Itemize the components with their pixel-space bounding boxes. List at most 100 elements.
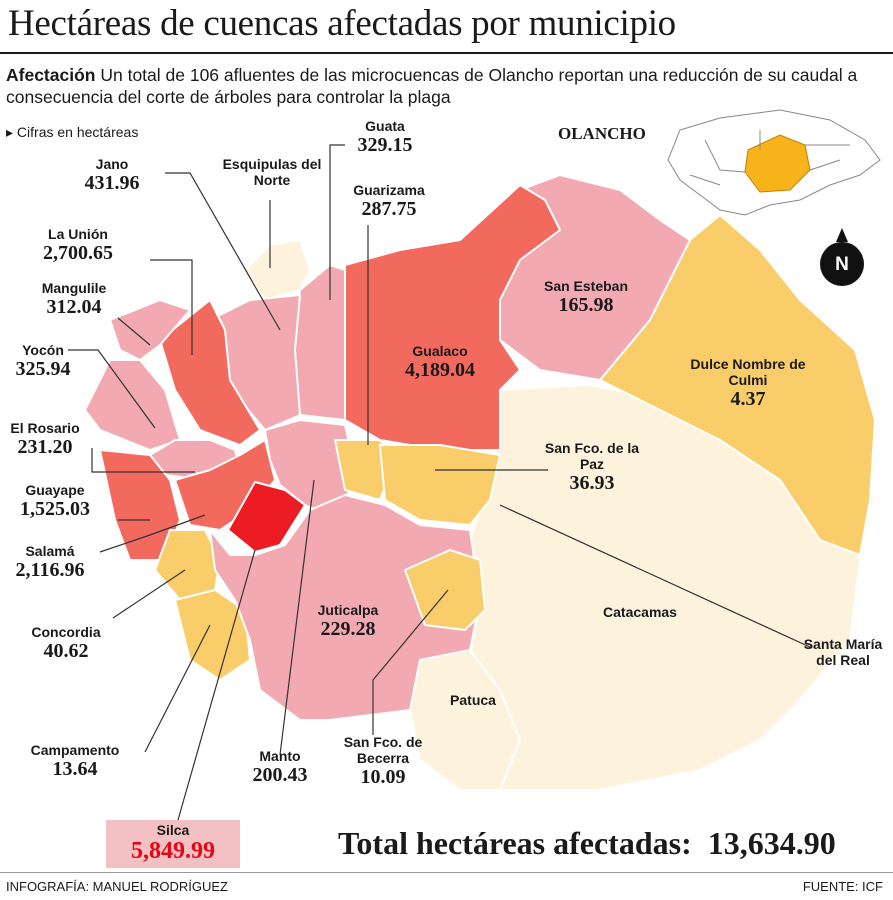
municipality-name: Manto xyxy=(259,748,301,764)
municipality-name: El Rosario xyxy=(10,420,80,436)
municipality-name: Juticalpa xyxy=(317,602,379,618)
municipality-value: 329.15 xyxy=(357,134,413,157)
municipality-value: 231.20 xyxy=(17,436,73,459)
municipality-value: 229.28 xyxy=(320,618,376,641)
region-juticalpa xyxy=(209,494,481,721)
region-yocon xyxy=(84,359,181,451)
municipality-value: 40.62 xyxy=(43,640,89,663)
title-divider xyxy=(0,52,893,54)
intro-text: Afectación Un total de 106 afluentes de … xyxy=(6,64,866,108)
label-juticalpa: Juticalpa 229.28 xyxy=(290,602,406,641)
label-esquipulas: Esquipulas del Norte xyxy=(222,156,322,188)
label-santa-maria: Santa María del Real xyxy=(800,636,886,668)
total-value: 13,634.90 xyxy=(707,825,836,861)
inset-olancho xyxy=(744,134,811,193)
inset-map xyxy=(667,109,881,216)
leader-becerra xyxy=(372,589,449,735)
municipality-name: San Fco. de la Paz xyxy=(544,440,640,473)
label-manto: Manto 200.43 xyxy=(225,748,335,787)
units-note: ▸ Cifras en hectáreas xyxy=(6,124,139,140)
label-el-rosario: El Rosario 231.20 xyxy=(0,420,90,459)
municipality-name: Esquipulas del Norte xyxy=(222,156,322,189)
municipality-name: Santa María del Real xyxy=(803,636,883,669)
north-arrow-icon: N xyxy=(820,242,864,286)
municipality-value: 4.37 xyxy=(730,388,766,411)
leader-la-union xyxy=(150,259,193,355)
municipality-value: 13.64 xyxy=(52,758,98,781)
leader-jano xyxy=(165,172,281,331)
total-line: Total hectáreas afectadas: 13,634.90 xyxy=(338,825,836,862)
municipality-value: 165.98 xyxy=(558,294,614,317)
units-note-text: Cifras en hectáreas xyxy=(16,124,139,140)
municipality-value: 2,116.96 xyxy=(15,559,85,582)
silca-highlight xyxy=(106,820,240,868)
municipality-value: 287.75 xyxy=(361,198,417,221)
municipality-name: Mangulile xyxy=(41,280,107,296)
label-gualaco: Gualaco 4,189.04 xyxy=(380,343,500,382)
municipality-value: 4,189.04 xyxy=(405,359,475,382)
municipality-name: Yocón xyxy=(22,342,64,358)
leader-campamento xyxy=(144,624,211,753)
label-catacamas: Catacamas xyxy=(585,604,695,620)
municipality-name: Jano xyxy=(95,156,129,172)
municipality-name: San Fco. de Becerra xyxy=(343,734,423,767)
municipality-name: Campamento xyxy=(30,742,120,758)
label-la-union: La Unión 2,700.65 xyxy=(18,226,138,265)
municipality-name: Guarizama xyxy=(353,182,425,198)
region-mangulile xyxy=(109,299,191,361)
municipality-value: 312.04 xyxy=(46,296,102,319)
label-salama: Salamá 2,116.96 xyxy=(0,543,100,582)
municipality-value: 36.93 xyxy=(569,472,615,495)
region-la-union xyxy=(159,299,261,446)
intro-body: Un total de 106 afluentes de las microcu… xyxy=(6,65,858,107)
leader-concordia xyxy=(112,569,186,619)
municipality-name: Patuca xyxy=(450,692,496,708)
source-text: FUENTE: ICF xyxy=(802,879,883,894)
municipality-name: Guata xyxy=(365,118,405,134)
municipality-name: Catacamas xyxy=(603,604,677,620)
label-guata: Guata 329.15 xyxy=(330,118,440,157)
department-label: OLANCHO xyxy=(558,124,646,143)
municipality-value: 1,525.03 xyxy=(20,498,90,521)
footer-divider xyxy=(0,872,893,873)
label-guarizama: Guarizama 287.75 xyxy=(330,182,448,221)
municipality-name: Dulce Nombre de Culmi xyxy=(690,356,806,389)
leader-silca xyxy=(177,549,256,821)
municipality-value: 5,849.99 xyxy=(131,838,215,865)
label-patuca: Patuca xyxy=(430,692,516,708)
municipality-name: La Unión xyxy=(48,226,108,242)
label-san-fco-becerra: San Fco. de Becerra 10.09 xyxy=(328,734,438,789)
label-campamento: Campamento 13.64 xyxy=(20,742,130,781)
intro-lead: Afectación xyxy=(6,65,96,85)
label-mangulile: Mangulile 312.04 xyxy=(14,280,134,319)
municipality-name: Concordia xyxy=(31,624,101,640)
region-san-fco-paz xyxy=(379,444,501,526)
label-concordia: Concordia 40.62 xyxy=(16,624,116,663)
leader-manto xyxy=(279,479,315,756)
leader-el-rosario xyxy=(91,448,195,473)
label-san-fco-paz: San Fco. de la Paz 36.93 xyxy=(538,440,646,495)
leader-santa-maria xyxy=(499,504,813,649)
leader-salama xyxy=(99,514,206,553)
total-label: Total hectáreas afectadas: xyxy=(338,825,692,861)
region-patuca xyxy=(409,649,521,791)
municipality-name: Gualaco xyxy=(412,343,468,359)
municipality-value: 325.94 xyxy=(15,358,71,381)
label-dulce-nombre: Dulce Nombre de Culmi 4.37 xyxy=(686,356,810,411)
municipality-value: 431.96 xyxy=(84,172,140,195)
north-arrow-tip xyxy=(836,228,848,242)
label-yocon: Yocón 325.94 xyxy=(0,342,86,381)
page-title: Hectáreas de cuencas afectadas por munic… xyxy=(8,3,676,44)
municipality-name: Salamá xyxy=(25,543,75,559)
municipality-value: 2,700.65 xyxy=(43,242,113,265)
municipality-value: 200.43 xyxy=(252,764,308,787)
label-jano: Jano 431.96 xyxy=(52,156,172,195)
municipality-name: Silca xyxy=(156,822,190,838)
label-san-esteban: San Esteban 165.98 xyxy=(528,278,644,317)
label-silca: Silca 5,849.99 xyxy=(106,822,240,866)
municipality-name: San Esteban xyxy=(543,278,629,294)
leader-yocon xyxy=(68,349,156,429)
region-san-fco-becerra xyxy=(404,549,486,631)
inset-borders xyxy=(689,130,850,186)
